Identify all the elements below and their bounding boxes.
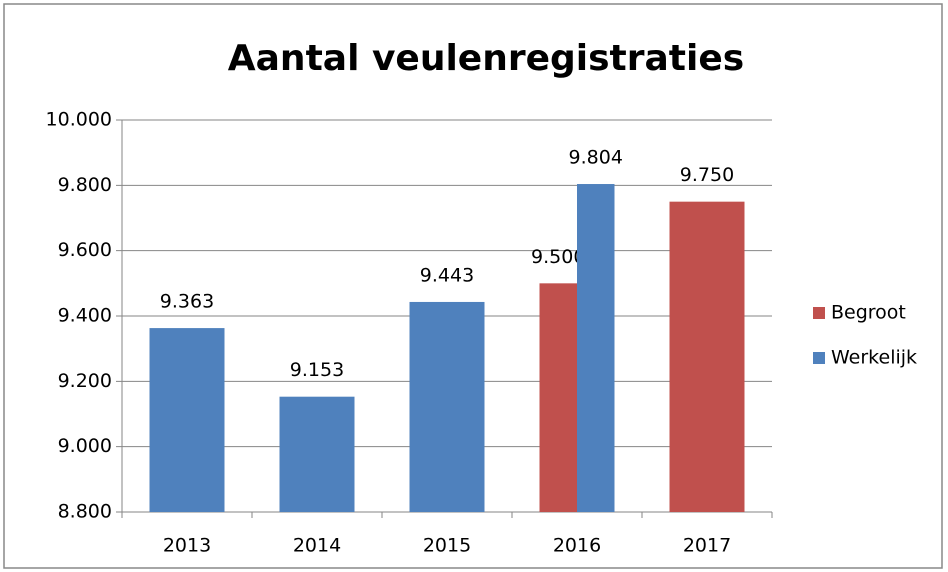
x-tick-label: 2017 bbox=[683, 535, 731, 557]
value-label: 9.804 bbox=[569, 147, 623, 169]
legend-label: Begroot bbox=[831, 302, 906, 324]
x-tick-label: 2014 bbox=[293, 535, 341, 557]
bar bbox=[149, 328, 225, 512]
y-tick-label: 10.000 bbox=[46, 109, 112, 131]
y-tick-label: 9.800 bbox=[58, 174, 112, 196]
legend-swatch bbox=[813, 352, 825, 364]
y-tick-label: 9.400 bbox=[58, 305, 112, 327]
value-label: 9.363 bbox=[160, 291, 214, 313]
bar bbox=[409, 301, 485, 512]
value-label: 9.443 bbox=[420, 264, 474, 286]
chart-title: Aantal veulenregistraties bbox=[228, 38, 744, 79]
value-label: 9.153 bbox=[290, 359, 344, 381]
bar bbox=[279, 396, 355, 512]
x-tick-label: 2016 bbox=[553, 535, 601, 557]
x-tick-label: 2015 bbox=[423, 535, 471, 557]
value-label: 9.500 bbox=[531, 246, 585, 268]
y-tick-label: 9.000 bbox=[58, 435, 112, 457]
y-tick-label: 8.800 bbox=[58, 501, 112, 523]
x-tick-label: 2013 bbox=[163, 535, 211, 557]
legend-swatch bbox=[813, 307, 825, 319]
y-tick-label: 9.200 bbox=[58, 370, 112, 392]
bar bbox=[669, 201, 745, 512]
bar bbox=[539, 283, 577, 512]
bar bbox=[577, 184, 615, 512]
value-label: 9.750 bbox=[680, 164, 734, 186]
legend-label: Werkelijk bbox=[831, 347, 917, 369]
y-tick-label: 9.600 bbox=[58, 239, 112, 261]
